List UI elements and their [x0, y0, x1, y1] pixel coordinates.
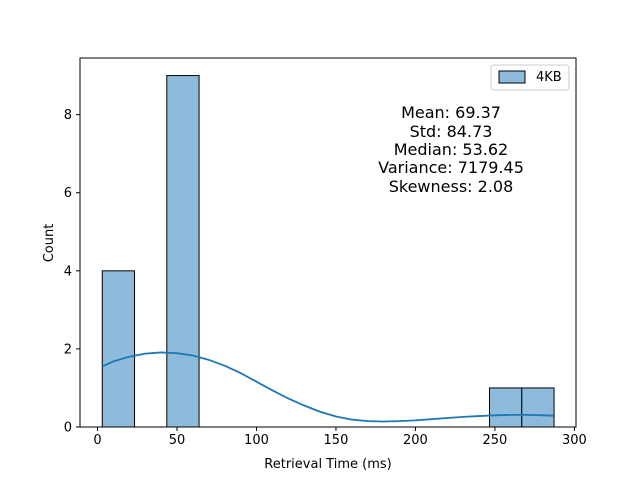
x-tick-label: 50: [169, 433, 186, 448]
kde-curve: [101, 351, 554, 423]
kde-curve-layer: [101, 351, 554, 423]
stats-skewness: Skewness: 2.08: [389, 177, 514, 196]
y-tick-label: 0: [64, 421, 72, 436]
legend-label-4kb: 4KB: [536, 70, 562, 85]
y-axis-ticks: 0 2 4 6 8: [64, 108, 80, 436]
y-tick-label: 6: [64, 186, 72, 201]
x-tick-label: 300: [562, 433, 587, 448]
histogram-bar: [521, 387, 555, 428]
x-axis-ticks: 0 50 100 150 200 250 300: [93, 427, 587, 448]
plot-area-frame: [79, 57, 577, 428]
y-tick-label: 8: [64, 108, 72, 123]
x-tick-label: 100: [244, 433, 269, 448]
y-tick-label: 2: [64, 342, 72, 357]
y-axis-label: Count: [42, 224, 57, 263]
legend: 4KB: [490, 64, 570, 91]
histogram-bars: [101, 75, 555, 428]
histogram-bar: [166, 75, 200, 428]
legend-swatch-4kb: [498, 70, 526, 84]
x-axis-label: Retrieval Time (ms): [264, 457, 391, 472]
x-tick-label: 0: [93, 433, 101, 448]
histogram-bar: [489, 387, 523, 428]
stats-variance: Variance: 7179.45: [378, 158, 524, 177]
stats-mean: Mean: 69.37: [401, 103, 501, 122]
stats-std: Std: 84.73: [410, 122, 493, 141]
x-tick-label: 200: [403, 433, 428, 448]
y-tick-label: 4: [64, 264, 72, 279]
stats-annotation: Mean: 69.37 Std: 84.73 Median: 53.62 Var…: [378, 103, 524, 196]
stats-median: Median: 53.62: [394, 140, 508, 159]
x-tick-label: 150: [324, 433, 349, 448]
x-tick-label: 250: [483, 433, 508, 448]
histogram-bar: [101, 270, 136, 428]
